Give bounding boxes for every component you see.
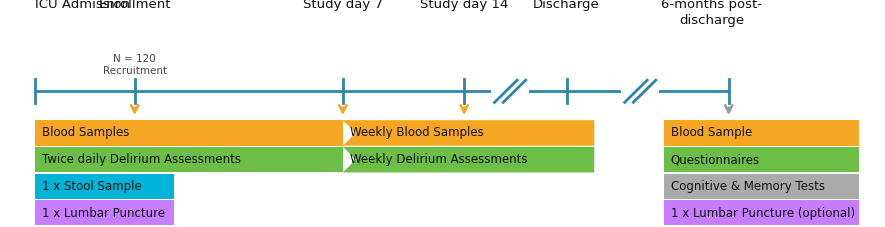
Bar	[35, 174, 173, 199]
Text: Blood Sample: Blood Sample	[671, 126, 752, 139]
Text: Cognitive & Memory Tests: Cognitive & Memory Tests	[671, 180, 825, 193]
Text: Study day 7: Study day 7	[303, 0, 382, 11]
Text: Weekly Delirium Assessments: Weekly Delirium Assessments	[350, 153, 527, 166]
Polygon shape	[342, 147, 595, 173]
Bar	[664, 200, 858, 226]
Text: Discharge: Discharge	[533, 0, 600, 11]
Text: N = 120
Recruitment: N = 120 Recruitment	[103, 54, 166, 76]
Bar	[35, 120, 342, 146]
Bar	[664, 147, 858, 173]
Text: 1 x Lumbar Puncture (optional): 1 x Lumbar Puncture (optional)	[671, 207, 855, 220]
Text: 6-months post-
discharge: 6-months post- discharge	[661, 0, 762, 27]
Bar	[35, 147, 342, 173]
Bar	[35, 200, 173, 226]
Bar	[664, 174, 858, 199]
Text: Blood Samples: Blood Samples	[42, 126, 129, 139]
FancyBboxPatch shape	[621, 79, 659, 104]
Text: ICU Admission: ICU Admission	[35, 0, 130, 11]
Text: 1 x Lumbar Puncture: 1 x Lumbar Puncture	[42, 207, 165, 220]
Text: 1 x Stool Sample: 1 x Stool Sample	[42, 180, 142, 193]
Polygon shape	[342, 120, 595, 146]
Text: Weekly Blood Samples: Weekly Blood Samples	[350, 126, 483, 139]
Text: Study day 14: Study day 14	[420, 0, 508, 11]
Text: Questionnaires: Questionnaires	[671, 153, 759, 166]
Text: Enrollment: Enrollment	[98, 0, 171, 11]
Text: Twice daily Delirium Assessments: Twice daily Delirium Assessments	[42, 153, 241, 166]
Bar	[664, 120, 858, 146]
FancyBboxPatch shape	[491, 79, 529, 104]
